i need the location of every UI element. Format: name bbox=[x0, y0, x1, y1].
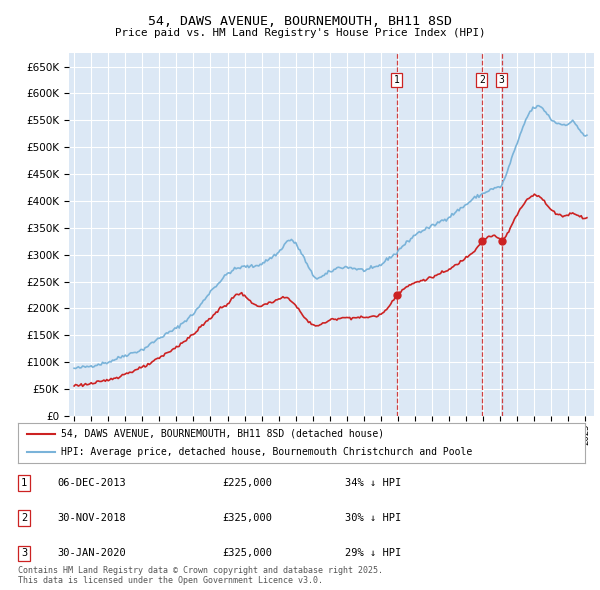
Text: 1: 1 bbox=[394, 75, 400, 85]
Text: 06-DEC-2013: 06-DEC-2013 bbox=[57, 478, 126, 487]
Text: HPI: Average price, detached house, Bournemouth Christchurch and Poole: HPI: Average price, detached house, Bour… bbox=[61, 447, 472, 457]
Text: 34% ↓ HPI: 34% ↓ HPI bbox=[345, 478, 401, 487]
Text: 2: 2 bbox=[21, 513, 27, 523]
Text: 30-NOV-2018: 30-NOV-2018 bbox=[57, 513, 126, 523]
Text: £225,000: £225,000 bbox=[222, 478, 272, 487]
Text: Contains HM Land Registry data © Crown copyright and database right 2025.
This d: Contains HM Land Registry data © Crown c… bbox=[18, 566, 383, 585]
Text: 3: 3 bbox=[499, 75, 505, 85]
Text: Price paid vs. HM Land Registry's House Price Index (HPI): Price paid vs. HM Land Registry's House … bbox=[115, 28, 485, 38]
Text: 54, DAWS AVENUE, BOURNEMOUTH, BH11 8SD: 54, DAWS AVENUE, BOURNEMOUTH, BH11 8SD bbox=[148, 15, 452, 28]
Text: 3: 3 bbox=[21, 549, 27, 558]
Text: 30-JAN-2020: 30-JAN-2020 bbox=[57, 549, 126, 558]
Text: £325,000: £325,000 bbox=[222, 549, 272, 558]
Text: 54, DAWS AVENUE, BOURNEMOUTH, BH11 8SD (detached house): 54, DAWS AVENUE, BOURNEMOUTH, BH11 8SD (… bbox=[61, 429, 383, 439]
Text: 30% ↓ HPI: 30% ↓ HPI bbox=[345, 513, 401, 523]
Text: 1: 1 bbox=[21, 478, 27, 487]
Text: £325,000: £325,000 bbox=[222, 513, 272, 523]
Text: 29% ↓ HPI: 29% ↓ HPI bbox=[345, 549, 401, 558]
Text: 2: 2 bbox=[479, 75, 485, 85]
